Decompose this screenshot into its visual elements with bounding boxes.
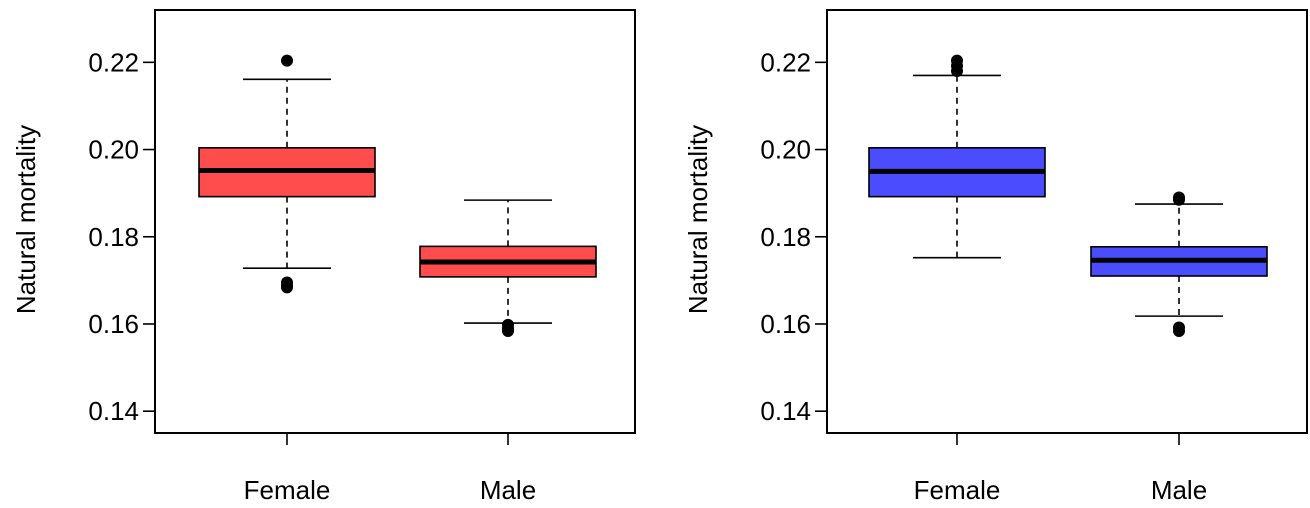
- x-tick-label: Female: [914, 475, 1001, 505]
- outlier-point: [1173, 193, 1185, 206]
- y-tick-label: 0.22: [88, 47, 139, 77]
- box-female: [868, 54, 1046, 259]
- outlier-point: [281, 54, 293, 67]
- outlier-point: [281, 281, 293, 294]
- chart-panel-1: 0.14 0.16 0.18 0.20 0.22 Natural mortality Fem…: [11, 9, 636, 505]
- outlier-point: [1173, 324, 1185, 337]
- x-tick-label: Female: [244, 475, 331, 505]
- box-female: [198, 54, 376, 294]
- y-tick-label: 0.16: [88, 309, 139, 339]
- box-male: [1090, 191, 1268, 337]
- box-male: [419, 199, 597, 337]
- x-tick-label: Male: [1151, 475, 1207, 505]
- outlier-point: [502, 324, 514, 337]
- plot-frame: [154, 9, 636, 434]
- y-tick-label: 0.20: [760, 135, 811, 165]
- outlier-point: [951, 65, 963, 78]
- y-tick-label: 0.22: [760, 47, 811, 77]
- y-tick-label: 0.16: [760, 309, 811, 339]
- plot-frame: [826, 9, 1308, 434]
- y-tick-label: 0.20: [88, 135, 139, 165]
- x-tick-label: Male: [480, 475, 536, 505]
- y-tick-label: 0.18: [88, 222, 139, 252]
- y-tick-label: 0.18: [760, 222, 811, 252]
- y-axis-title: Natural mortality: [683, 125, 713, 314]
- y-tick-label: 0.14: [760, 396, 811, 426]
- chart-panel-2: 0.14 0.16 0.18 0.20 0.22 Natural mortality Fem…: [683, 9, 1308, 505]
- y-axis-title: Natural mortality: [11, 125, 41, 314]
- y-tick-label: 0.14: [88, 396, 139, 426]
